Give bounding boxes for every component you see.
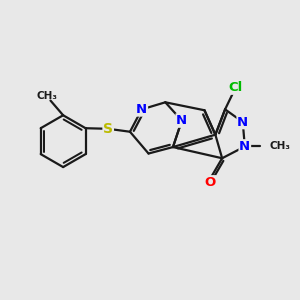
Text: N: N — [136, 103, 147, 116]
Text: N: N — [237, 116, 248, 128]
Text: S: S — [103, 122, 113, 136]
Text: N: N — [239, 140, 250, 153]
Text: CH₃: CH₃ — [269, 142, 290, 152]
Text: CH₃: CH₃ — [36, 91, 57, 100]
Text: O: O — [205, 176, 216, 189]
Text: N: N — [176, 114, 188, 127]
Text: Cl: Cl — [228, 81, 242, 94]
